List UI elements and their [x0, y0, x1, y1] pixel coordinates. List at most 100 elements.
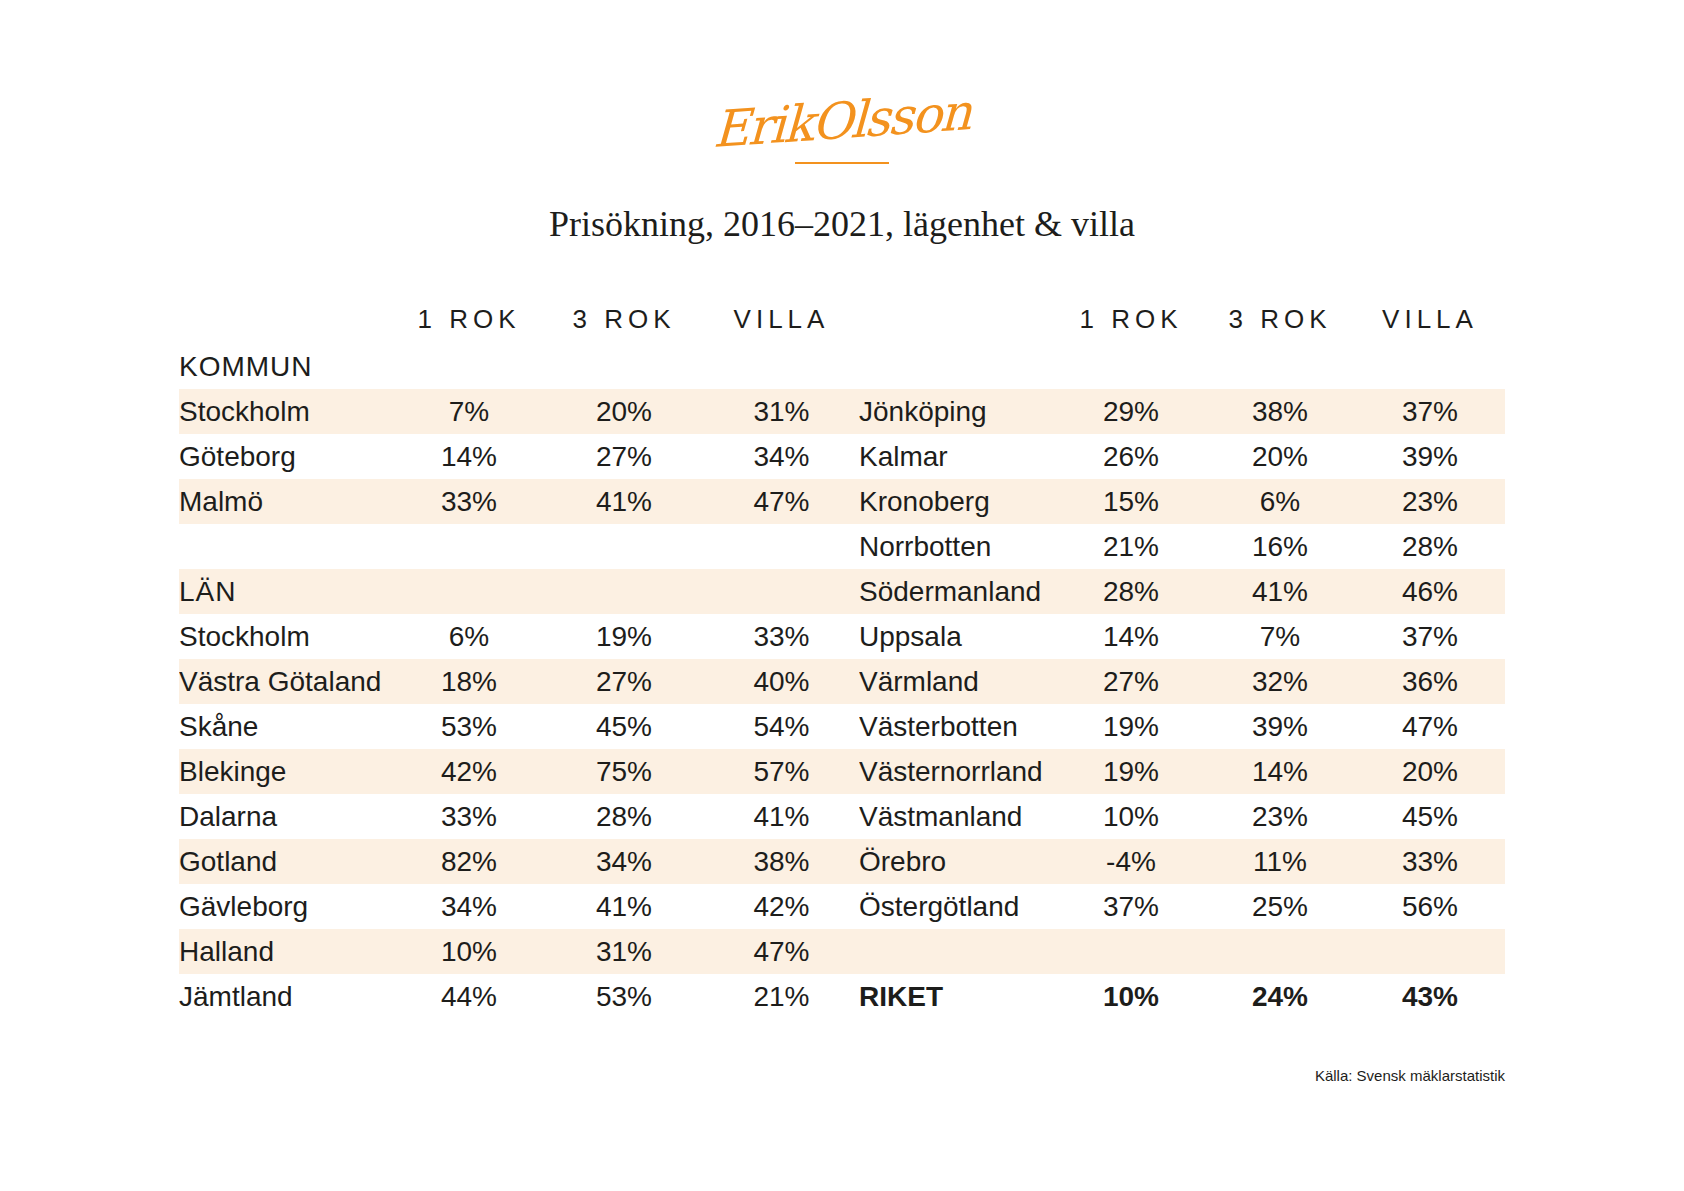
region-label-cell: Göteborg — [179, 434, 394, 479]
table-row: Stockholm7%20%31%Jönköping29%38%37% — [179, 389, 1505, 434]
value-cell: 53% — [544, 974, 704, 1019]
value-cell: 33% — [394, 479, 544, 524]
logo-underline-rule — [795, 162, 889, 164]
value-cell: 24% — [1205, 974, 1355, 1019]
region-label-cell: Gotland — [179, 839, 394, 884]
value-cell: 47% — [704, 479, 859, 524]
value-cell: 7% — [1205, 614, 1355, 659]
section-label-cell: KOMMUN — [179, 344, 394, 389]
value-cell: 44% — [394, 974, 544, 1019]
value-cell: 14% — [1057, 614, 1205, 659]
region-label-cell: Örebro — [859, 839, 1057, 884]
value-cell — [704, 569, 859, 614]
value-cell: 27% — [1057, 659, 1205, 704]
region-label-cell: Kronoberg — [859, 479, 1057, 524]
table-row: KOMMUN — [179, 344, 1505, 389]
section-label-cell: LÄN — [179, 569, 394, 614]
region-label-cell: RIKET — [859, 974, 1057, 1019]
value-cell: 33% — [704, 614, 859, 659]
page-title: Prisökning, 2016–2021, lägenhet & villa — [0, 204, 1684, 245]
table-row: LÄNSödermanland28%41%46% — [179, 569, 1505, 614]
value-cell: 37% — [1355, 389, 1505, 434]
value-cell: 6% — [1205, 479, 1355, 524]
value-cell: 53% — [394, 704, 544, 749]
region-label-cell: Stockholm — [179, 614, 394, 659]
value-cell: 10% — [1057, 974, 1205, 1019]
value-cell: 20% — [1205, 434, 1355, 479]
region-label-cell — [179, 524, 394, 569]
value-cell — [1205, 929, 1355, 974]
value-cell: 23% — [1355, 479, 1505, 524]
col-header-1rok-right: 1 ROK — [1057, 295, 1205, 344]
value-cell: 75% — [544, 749, 704, 794]
value-cell: 47% — [1355, 704, 1505, 749]
value-cell: 41% — [1205, 569, 1355, 614]
value-cell — [394, 344, 544, 389]
price-increase-table-wrap: 1 ROK 3 ROK VILLA 1 ROK 3 ROK VILLA KOMM… — [179, 295, 1505, 1019]
value-cell — [394, 569, 544, 614]
table-row: Gävleborg34%41%42%Östergötland37%25%56% — [179, 884, 1505, 929]
value-cell — [1355, 929, 1505, 974]
table-row: Dalarna33%28%41%Västmanland10%23%45% — [179, 794, 1505, 839]
region-label-cell — [859, 344, 1057, 389]
value-cell: 19% — [1057, 749, 1205, 794]
value-cell: 43% — [1355, 974, 1505, 1019]
value-cell: 28% — [1355, 524, 1505, 569]
value-cell: 31% — [704, 389, 859, 434]
region-label-cell: Stockholm — [179, 389, 394, 434]
value-cell: 28% — [1057, 569, 1205, 614]
value-cell — [704, 524, 859, 569]
value-cell: 10% — [1057, 794, 1205, 839]
value-cell: 39% — [1355, 434, 1505, 479]
value-cell — [1355, 344, 1505, 389]
value-cell: 32% — [1205, 659, 1355, 704]
value-cell: -4% — [1057, 839, 1205, 884]
value-cell: 29% — [1057, 389, 1205, 434]
value-cell: 25% — [1205, 884, 1355, 929]
table-row: Blekinge42%75%57%Västernorrland19%14%20% — [179, 749, 1505, 794]
value-cell — [1057, 929, 1205, 974]
value-cell: 37% — [1057, 884, 1205, 929]
value-cell: 14% — [1205, 749, 1355, 794]
value-cell: 19% — [1057, 704, 1205, 749]
infographic-page: ErikOlsson Prisökning, 2016–2021, lägenh… — [0, 0, 1684, 1191]
region-label-cell: Gävleborg — [179, 884, 394, 929]
region-label-cell: Blekinge — [179, 749, 394, 794]
value-cell: 42% — [704, 884, 859, 929]
table-row: Skåne53%45%54%Västerbotten19%39%47% — [179, 704, 1505, 749]
region-label-cell: Östergötland — [859, 884, 1057, 929]
value-cell: 46% — [1355, 569, 1505, 614]
value-cell: 57% — [704, 749, 859, 794]
region-label-cell: Jönköping — [859, 389, 1057, 434]
value-cell: 7% — [394, 389, 544, 434]
value-cell — [1205, 344, 1355, 389]
value-cell: 40% — [704, 659, 859, 704]
value-cell: 21% — [1057, 524, 1205, 569]
value-cell: 47% — [704, 929, 859, 974]
region-label-cell: Jämtland — [179, 974, 394, 1019]
value-cell: 36% — [1355, 659, 1505, 704]
empty-header-cell — [179, 295, 394, 344]
value-cell: 26% — [1057, 434, 1205, 479]
region-label-cell: Kalmar — [859, 434, 1057, 479]
value-cell: 21% — [704, 974, 859, 1019]
table-row: Västra Götaland18%27%40%Värmland27%32%36… — [179, 659, 1505, 704]
region-label-cell — [859, 929, 1057, 974]
value-cell: 54% — [704, 704, 859, 749]
region-label-cell: Västerbotten — [859, 704, 1057, 749]
value-cell: 20% — [544, 389, 704, 434]
erik-olsson-logo: ErikOlsson — [713, 87, 971, 155]
region-label-cell: Halland — [179, 929, 394, 974]
col-header-1rok-left: 1 ROK — [394, 295, 544, 344]
value-cell: 20% — [1355, 749, 1505, 794]
region-label-cell: Malmö — [179, 479, 394, 524]
table-row: Gotland82%34%38%Örebro-4%11%33% — [179, 839, 1505, 884]
value-cell: 10% — [394, 929, 544, 974]
value-cell: 33% — [1355, 839, 1505, 884]
table-header-row: 1 ROK 3 ROK VILLA 1 ROK 3 ROK VILLA — [179, 295, 1505, 344]
value-cell: 19% — [544, 614, 704, 659]
region-label-cell: Västmanland — [859, 794, 1057, 839]
value-cell: 34% — [394, 884, 544, 929]
col-header-villa-right: VILLA — [1355, 295, 1505, 344]
value-cell: 16% — [1205, 524, 1355, 569]
